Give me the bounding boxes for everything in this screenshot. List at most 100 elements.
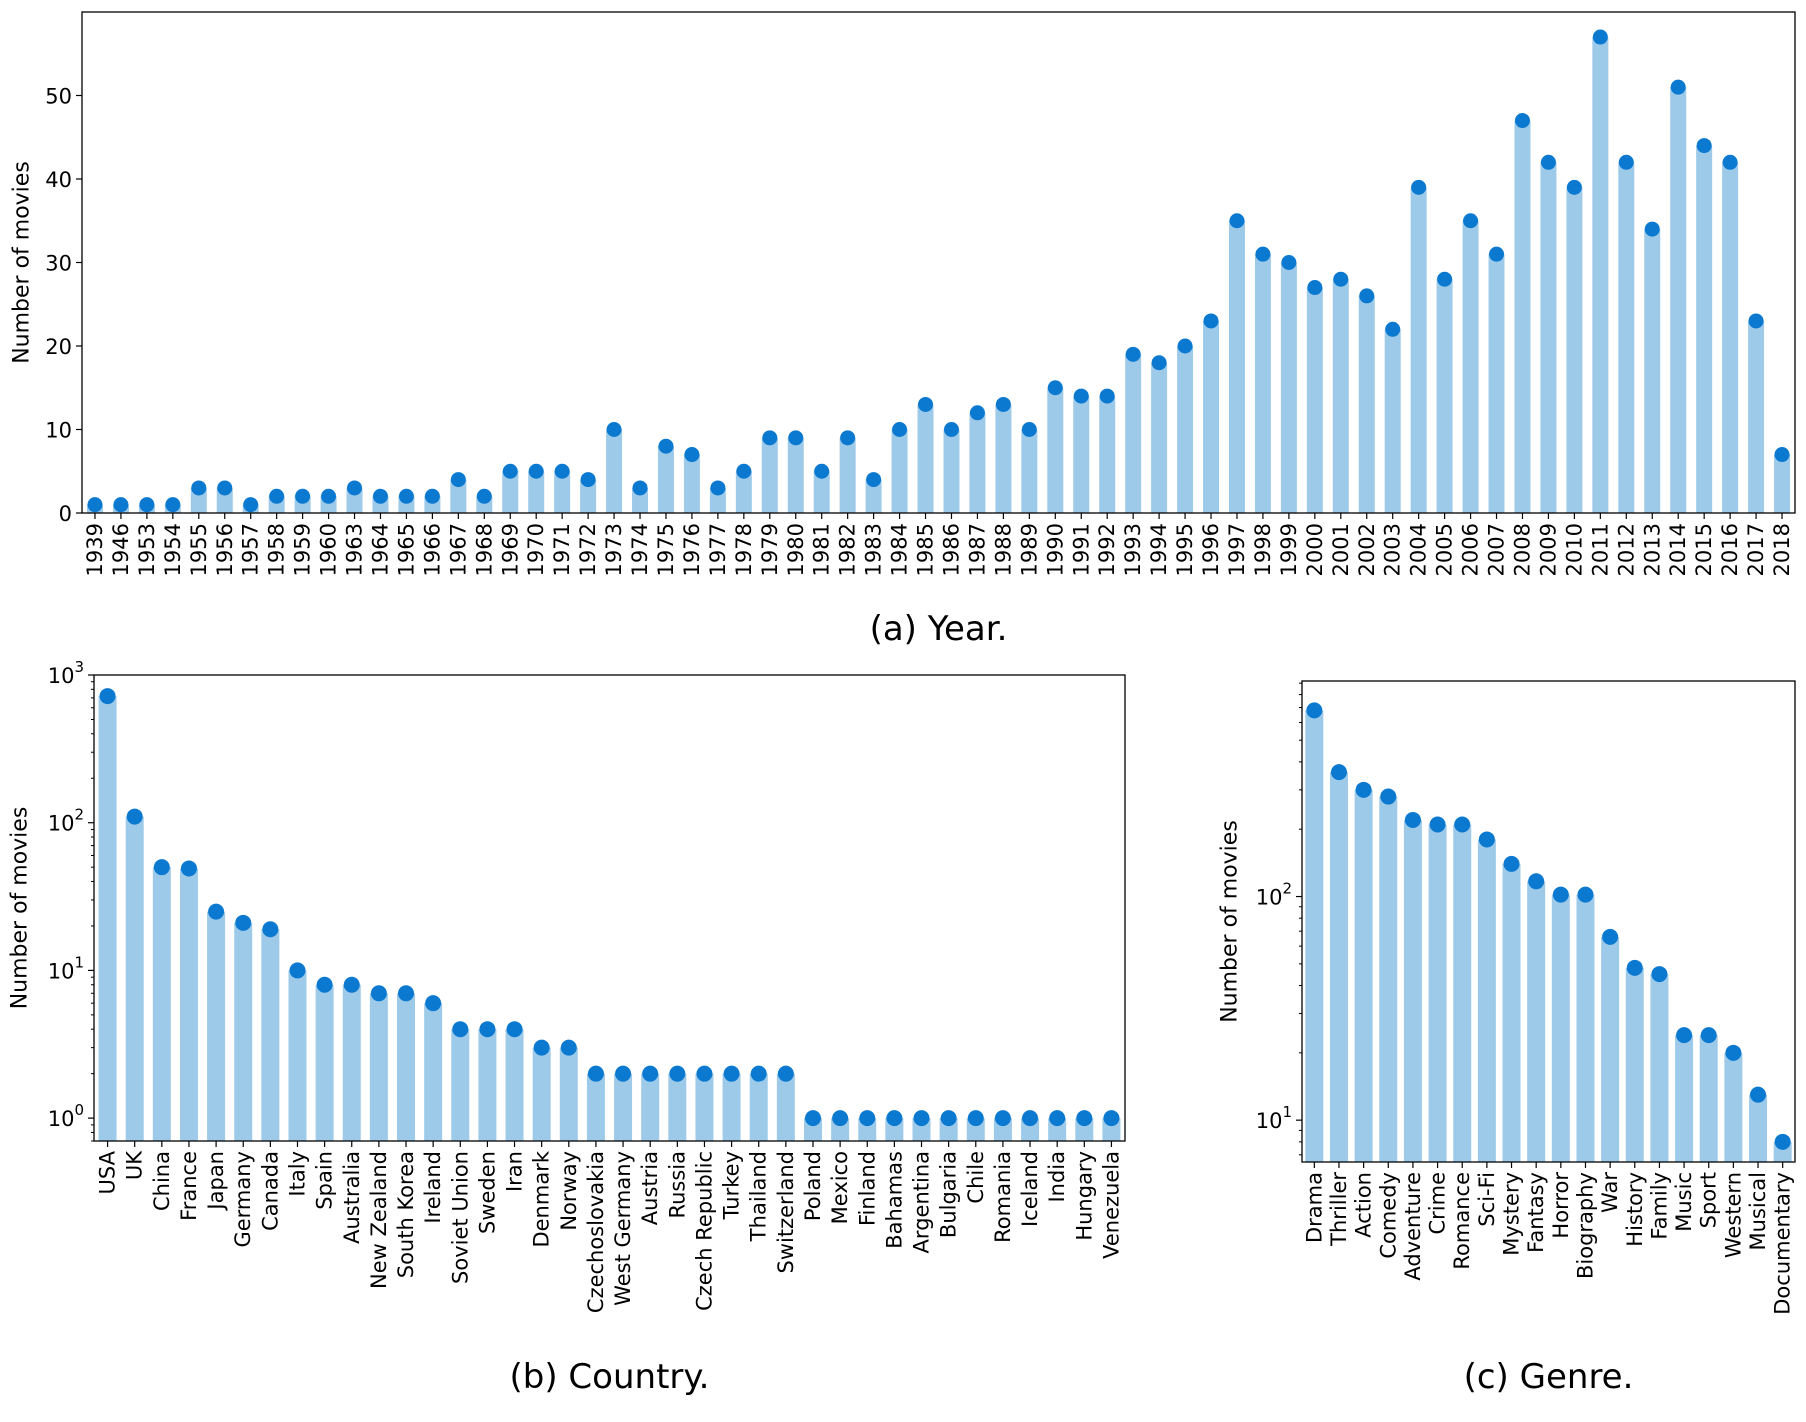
y-tick-label: 40 — [45, 168, 72, 192]
data-point — [1489, 246, 1505, 262]
x-tick-label: 2006 — [1459, 523, 1483, 576]
x-tick-label: 2013 — [1640, 523, 1664, 576]
data-point — [669, 1065, 686, 1082]
data-point — [580, 472, 596, 488]
x-tick-label: UK — [123, 1150, 147, 1180]
x-tick-label: New Zealand — [367, 1151, 391, 1289]
data-point — [1330, 764, 1347, 781]
bar — [424, 1003, 443, 1141]
data-point — [1385, 321, 1401, 337]
bar — [1358, 295, 1375, 513]
bar — [943, 429, 960, 513]
bar — [1566, 187, 1583, 513]
x-tick-label: 2010 — [1562, 523, 1586, 576]
bar — [450, 479, 467, 513]
bar — [839, 437, 856, 513]
x-tick-label: Horror — [1549, 1172, 1573, 1239]
data-point — [1151, 355, 1167, 371]
y-tick-label: 50 — [45, 85, 72, 109]
bar — [614, 1073, 633, 1141]
bar — [1354, 789, 1373, 1162]
data-point — [1022, 1110, 1039, 1127]
data-point — [940, 1110, 957, 1127]
data-point — [886, 1110, 903, 1127]
x-tick-label: 1975 — [654, 523, 678, 576]
x-tick-label: 1994 — [1147, 523, 1171, 576]
bar — [749, 1073, 768, 1141]
x-tick-label: 1953 — [135, 523, 159, 576]
data-point — [1676, 1027, 1693, 1044]
data-point — [1076, 1110, 1093, 1127]
x-tick-label: 1955 — [187, 523, 211, 576]
bar — [451, 1029, 470, 1141]
x-tick-label: 2016 — [1718, 523, 1742, 576]
y-tick-label: 10 — [45, 419, 72, 443]
x-tick-label: 1983 — [862, 523, 886, 576]
y-tick-exponent: 1 — [74, 953, 84, 971]
bar — [288, 970, 307, 1141]
data-point — [606, 422, 622, 437]
y-tick-base: 10 — [1256, 1109, 1283, 1133]
data-point — [506, 1021, 523, 1038]
data-point — [1306, 702, 1323, 719]
x-tick-label: 2012 — [1614, 523, 1638, 576]
data-point — [398, 985, 415, 1002]
x-tick-label: Denmark — [530, 1150, 554, 1247]
bar — [1428, 824, 1447, 1162]
x-tick-label: 1997 — [1225, 523, 1249, 576]
bar — [1254, 254, 1271, 513]
bar — [1047, 387, 1064, 513]
data-point — [1049, 1110, 1066, 1127]
x-tick-label: 1974 — [628, 523, 652, 576]
bar — [1477, 839, 1496, 1162]
x-tick-label: Documentary — [1771, 1172, 1795, 1315]
data-point — [1577, 886, 1594, 903]
data-point — [321, 488, 337, 504]
data-point — [892, 422, 908, 437]
bar — [1601, 936, 1620, 1162]
x-tick-label: Austria — [638, 1151, 662, 1225]
bar — [1410, 187, 1427, 513]
x-tick-label: 1968 — [472, 523, 496, 576]
x-tick-label: 1993 — [1121, 523, 1145, 576]
data-point — [450, 472, 466, 488]
bar — [1540, 162, 1557, 514]
x-tick-label: Canada — [258, 1151, 282, 1231]
bar — [554, 471, 571, 513]
x-tick-label: 2003 — [1381, 523, 1405, 576]
x-tick-label: Czech Republic — [692, 1151, 716, 1311]
data-point — [1748, 313, 1764, 329]
x-tick-label: France — [177, 1151, 201, 1221]
data-point — [866, 472, 882, 488]
data-point — [1437, 271, 1453, 287]
x-tick-label: Sweden — [475, 1151, 499, 1234]
bar — [787, 437, 804, 513]
x-tick-label: Ireland — [421, 1151, 445, 1224]
data-point — [370, 985, 387, 1002]
x-tick-label: Fantasy — [1524, 1172, 1548, 1253]
data-point — [1454, 816, 1471, 833]
y-tick-base: 10 — [48, 812, 75, 836]
x-tick-label: 2005 — [1433, 523, 1457, 576]
y-tick-exponent: 2 — [74, 806, 84, 824]
x-tick-label: 1978 — [732, 523, 756, 576]
data-point — [788, 430, 804, 446]
x-tick-label: 1958 — [265, 523, 289, 576]
x-tick-label: Mexico — [828, 1151, 852, 1224]
x-tick-label: Germany — [231, 1151, 255, 1248]
plot-frame — [1301, 680, 1796, 1163]
y-axis-label: Number of movies — [8, 807, 33, 1010]
data-point — [1404, 811, 1421, 828]
data-point — [762, 430, 778, 446]
bar — [1099, 396, 1116, 513]
y-tick-base: 10 — [48, 664, 75, 688]
data-point — [995, 396, 1011, 412]
x-tick-label: Drama — [1302, 1172, 1326, 1243]
data-point — [113, 497, 129, 513]
data-point — [139, 497, 155, 513]
x-tick-label: Switzerland — [774, 1151, 798, 1274]
bar — [969, 412, 986, 513]
x-tick-label: India — [1045, 1151, 1069, 1203]
x-tick-label: 1957 — [239, 523, 263, 576]
bar — [1774, 454, 1791, 513]
